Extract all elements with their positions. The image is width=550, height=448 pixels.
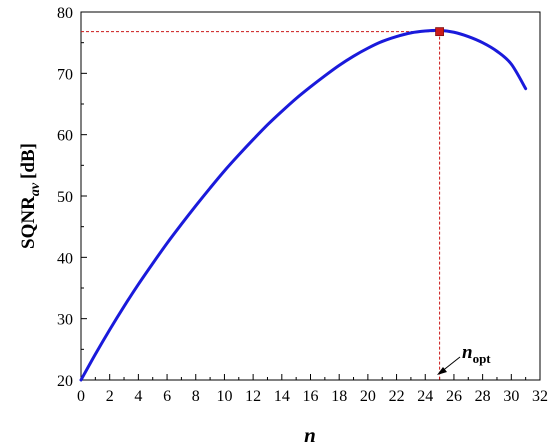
y-axis-title-main: SQNR xyxy=(18,196,39,249)
plot-frame xyxy=(80,11,541,381)
x-tick-label: 10 xyxy=(216,388,232,405)
plot-area xyxy=(80,11,541,381)
y-tick-label: 50 xyxy=(57,189,73,206)
y-tick-label: 20 xyxy=(57,373,73,390)
optimum-guides xyxy=(81,31,441,380)
x-tick-label: 4 xyxy=(134,388,142,405)
x-tick-label: 0 xyxy=(77,388,85,405)
x-tick-label: 22 xyxy=(389,388,405,405)
optimum-marker-layer xyxy=(435,27,444,37)
y-tick-label: 40 xyxy=(57,250,73,267)
y-tick-label: 70 xyxy=(57,66,73,83)
x-tick-label: 16 xyxy=(303,388,319,405)
nopt-label: nopt xyxy=(462,342,491,366)
y-tick-label: 80 xyxy=(57,5,73,22)
x-tick-label: 12 xyxy=(245,388,261,405)
x-tick-label: 14 xyxy=(274,388,290,405)
x-tick-label: 24 xyxy=(417,388,433,405)
sqnr-series-line xyxy=(79,28,528,382)
x-tick-label: 20 xyxy=(360,388,376,405)
y-tick-label: 60 xyxy=(57,128,73,145)
x-tick-label: 18 xyxy=(331,388,347,405)
nopt-arrow-head xyxy=(437,367,447,375)
x-tick-label: 6 xyxy=(163,388,171,405)
axis-ticks: 0 2 4 6 8 10 12 14 16 18 20 22 24 26 28 30 3220304050607… xyxy=(57,5,548,405)
x-tick-label: 2 xyxy=(106,388,114,405)
x-tick-label: 8 xyxy=(192,388,200,405)
nopt-annotation: nopt xyxy=(437,342,491,375)
nopt-label-subscript: opt xyxy=(473,351,492,366)
x-tick-label: 32 xyxy=(532,388,548,405)
x-tick-label: 26 xyxy=(446,388,462,405)
x-axis-title: n xyxy=(304,423,316,447)
optimum-marker xyxy=(435,27,444,37)
nopt-label-main: n xyxy=(462,342,473,363)
y-axis-title-unit: [dB] xyxy=(18,143,39,179)
x-tick-label: 30 xyxy=(503,388,519,405)
y-axis-title-subscript: av xyxy=(28,182,43,196)
x-tick-label: 28 xyxy=(475,388,491,405)
y-tick-label: 30 xyxy=(57,312,73,329)
y-axis-title: SQNRav [dB] xyxy=(18,143,43,249)
series-layer xyxy=(79,28,528,382)
